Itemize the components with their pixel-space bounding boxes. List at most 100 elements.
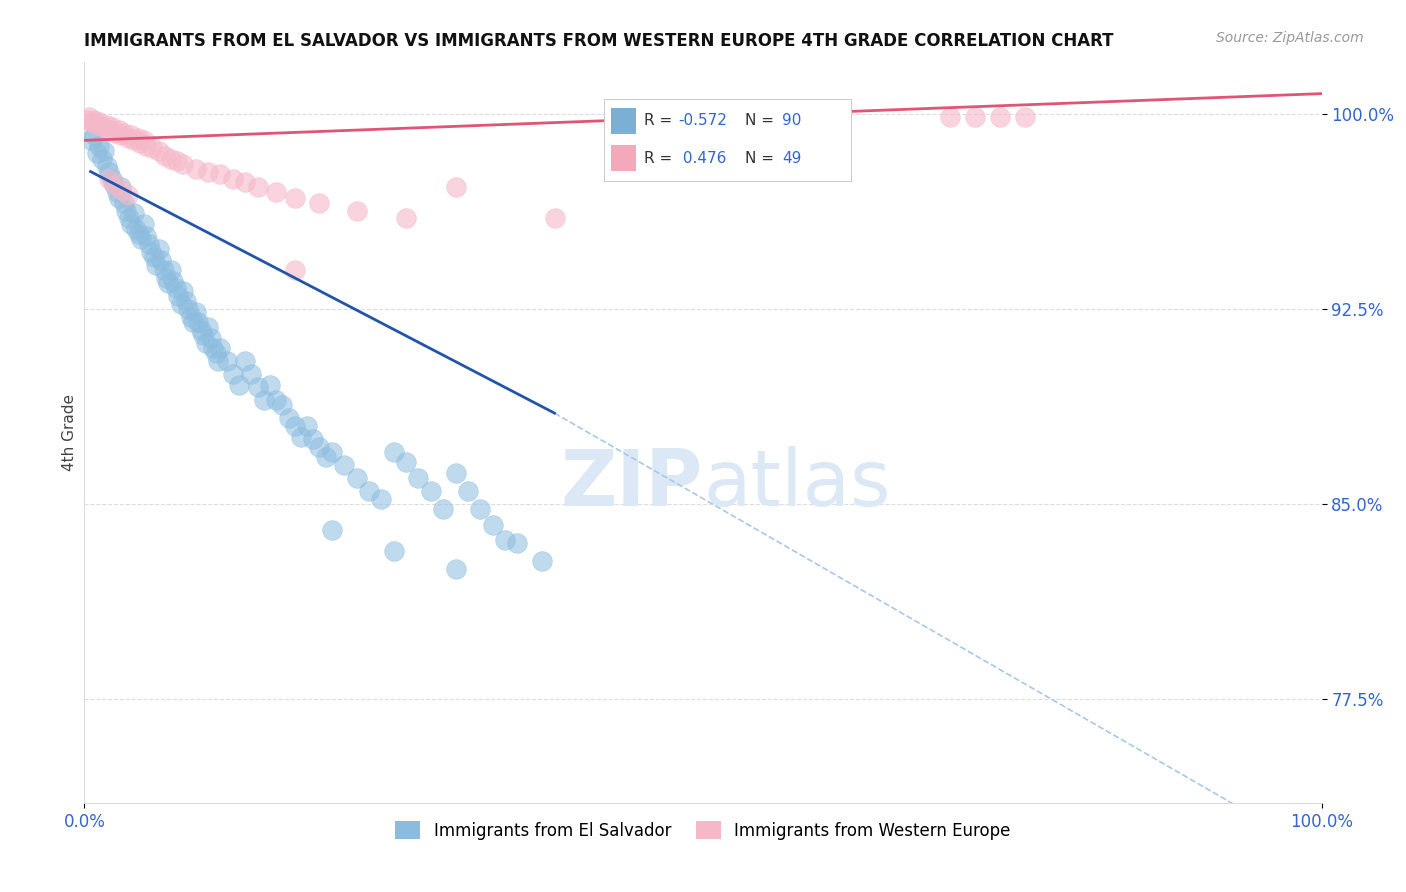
Point xyxy=(120,128,142,143)
Point xyxy=(162,274,184,288)
Point xyxy=(333,458,356,472)
Point xyxy=(506,536,529,550)
Point xyxy=(105,186,128,200)
Point xyxy=(122,206,145,220)
Point xyxy=(125,221,148,235)
Point xyxy=(108,123,131,137)
Point xyxy=(284,263,307,277)
Point xyxy=(89,115,111,129)
Point xyxy=(76,112,98,127)
Point xyxy=(132,217,155,231)
Point xyxy=(98,172,121,186)
Point xyxy=(117,188,139,202)
Point xyxy=(177,302,200,317)
Point xyxy=(284,190,307,204)
Text: ZIP: ZIP xyxy=(561,446,703,523)
Point xyxy=(408,471,430,485)
Point xyxy=(988,110,1011,124)
Point xyxy=(321,523,343,537)
Point xyxy=(165,281,187,295)
Point xyxy=(233,175,256,189)
Point xyxy=(295,419,318,434)
Point xyxy=(457,484,479,499)
Y-axis label: 4th Grade: 4th Grade xyxy=(62,394,77,471)
Point xyxy=(939,110,962,124)
Point xyxy=(104,126,127,140)
Point xyxy=(110,183,132,197)
Point xyxy=(382,445,405,459)
Point xyxy=(531,554,554,568)
Point xyxy=(184,305,207,319)
Point xyxy=(110,128,132,143)
Point xyxy=(167,289,190,303)
Point xyxy=(120,217,142,231)
Point xyxy=(207,354,229,368)
Point xyxy=(184,161,207,176)
Point xyxy=(157,277,180,291)
Point xyxy=(209,167,232,181)
Point xyxy=(141,245,163,260)
Point xyxy=(253,393,276,408)
Point xyxy=(138,237,160,252)
Point xyxy=(132,133,155,147)
Point xyxy=(209,341,232,355)
Point xyxy=(965,110,987,124)
Point xyxy=(346,471,368,485)
Point xyxy=(96,118,118,132)
Point xyxy=(129,232,152,246)
Point xyxy=(155,271,177,285)
Point xyxy=(160,263,183,277)
Point xyxy=(190,323,212,337)
Point xyxy=(104,178,127,192)
Point xyxy=(197,320,219,334)
Point xyxy=(197,164,219,178)
Point xyxy=(444,562,467,576)
Text: IMMIGRANTS FROM EL SALVADOR VS IMMIGRANTS FROM WESTERN EUROPE 4TH GRADE CORRELAT: IMMIGRANTS FROM EL SALVADOR VS IMMIGRANT… xyxy=(84,32,1114,50)
Point xyxy=(308,440,330,454)
Point xyxy=(141,141,163,155)
Point xyxy=(110,180,132,194)
Point xyxy=(222,172,245,186)
Point xyxy=(200,331,222,345)
Point xyxy=(264,393,287,408)
Point xyxy=(83,128,105,143)
Point xyxy=(222,367,245,381)
Point xyxy=(470,502,492,516)
Point xyxy=(127,130,149,145)
Point xyxy=(432,502,454,516)
Point xyxy=(444,466,467,480)
Point xyxy=(79,110,101,124)
Point xyxy=(264,186,287,200)
Text: Source: ZipAtlas.com: Source: ZipAtlas.com xyxy=(1216,31,1364,45)
Point xyxy=(543,211,565,226)
Point xyxy=(115,203,138,218)
Point xyxy=(103,178,125,192)
Point xyxy=(170,297,193,311)
Point xyxy=(246,180,269,194)
Point xyxy=(321,445,343,459)
Point xyxy=(302,432,325,446)
Point xyxy=(444,180,467,194)
Point xyxy=(357,484,380,499)
Point xyxy=(145,258,167,272)
Point xyxy=(481,517,503,532)
Point xyxy=(93,144,115,158)
Point xyxy=(153,149,176,163)
Point xyxy=(172,284,194,298)
Point xyxy=(277,411,299,425)
Point xyxy=(135,138,157,153)
Point xyxy=(160,152,183,166)
Point xyxy=(90,152,112,166)
Point xyxy=(395,455,418,469)
Point xyxy=(290,429,312,443)
Point xyxy=(112,195,135,210)
Point xyxy=(315,450,337,465)
Point xyxy=(98,164,121,178)
Point xyxy=(494,533,516,548)
Text: atlas: atlas xyxy=(703,446,890,523)
Point xyxy=(202,341,225,355)
Point xyxy=(148,144,170,158)
Point xyxy=(191,328,214,343)
Point xyxy=(181,315,204,329)
Point xyxy=(129,136,152,150)
